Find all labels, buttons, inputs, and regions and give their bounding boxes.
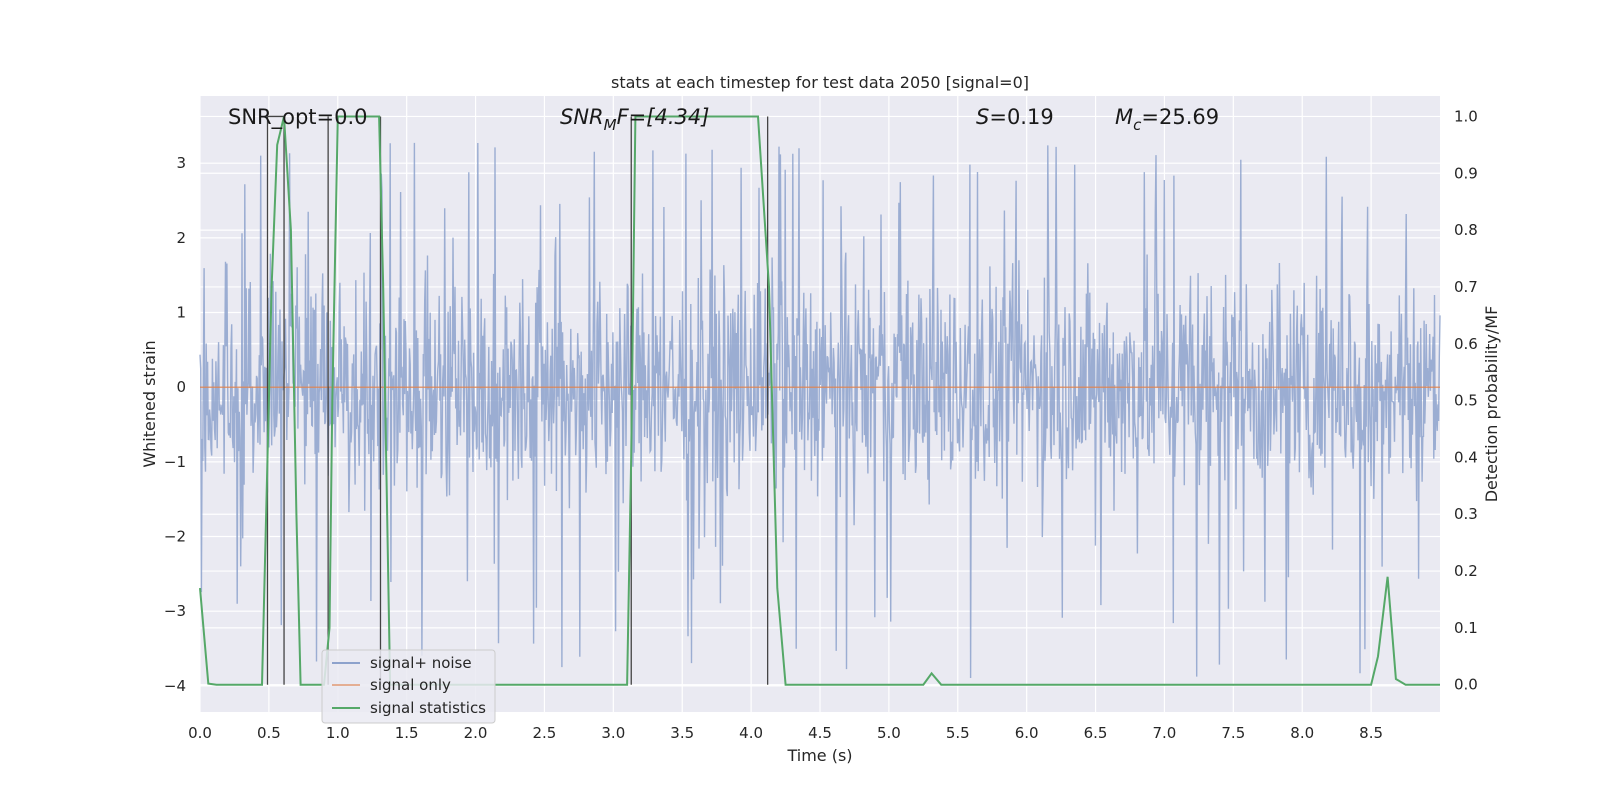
y-right-tick-label: 0.8 (1454, 221, 1478, 239)
legend-label-signal-only: signal only (370, 676, 451, 694)
x-tick-label: 5.0 (877, 724, 901, 742)
tick-labels: 0.0 0.5 1.0 1.5 2.0 2.5 3.0 3.5 4.0 4.5 5.0 5.5 6.0 6… (164, 107, 1478, 742)
annotation-snr-mf: SNRMF=[4.34] (560, 105, 709, 134)
x-tick-label: 1.5 (395, 724, 419, 742)
snr-mf-symbol: SNR (560, 105, 604, 129)
y-axis-right-label: Detection probability/MF (1482, 306, 1501, 503)
y-left-tick-label: 3 (176, 154, 186, 172)
x-tick-label: 5.5 (946, 724, 970, 742)
y-axis-left-label: Whitened strain (140, 340, 159, 467)
y-right-tick-label: 0.7 (1454, 278, 1478, 296)
legend-box (321, 649, 496, 724)
legend: signal+ noise signal only signal statist… (321, 649, 496, 724)
x-tick-label: 7.5 (1221, 724, 1245, 742)
legend-label-signal-noise: signal+ noise (370, 654, 472, 672)
signal-noise-line (199, 142, 1441, 679)
x-tick-label: 0.0 (188, 724, 212, 742)
x-tick-label: 2.5 (533, 724, 557, 742)
x-tick-label: 8.5 (1359, 724, 1383, 742)
y-left-tick-label: −3 (164, 602, 186, 620)
mc-symbol: M (1115, 105, 1133, 129)
y-left-tick-label: −4 (164, 677, 186, 695)
y-left-tick-label: 0 (176, 378, 186, 396)
y-right-tick-label: 1.0 (1454, 107, 1478, 125)
x-tick-label: 3.5 (670, 724, 694, 742)
y-left-tick-label: 1 (176, 304, 186, 322)
signal-statistics-line (199, 115, 1440, 686)
s-value: =0.19 (989, 105, 1053, 129)
annotation-s: S=0.19 (976, 105, 1054, 129)
s-symbol: S (976, 105, 989, 129)
y-right-tick-label: 0.6 (1454, 335, 1478, 353)
y-right-tick-label: 0.2 (1454, 562, 1478, 580)
y-left-tick-label: 2 (176, 229, 186, 247)
y-right-tick-label: 0.5 (1454, 392, 1478, 410)
x-tick-label: 0.5 (257, 724, 281, 742)
chart-title: stats at each timestep for test data 205… (611, 73, 1029, 92)
y-left-tick-label: −1 (164, 453, 186, 471)
x-tick-label: 6.0 (1015, 724, 1039, 742)
snr-mf-value: F=[4.34] (617, 105, 710, 129)
legend-label-signal-statistics: signal statistics (370, 699, 486, 717)
x-tick-label: 6.5 (1084, 724, 1108, 742)
snr-mf-subscript: M (604, 116, 617, 134)
y-left-tick-label: −2 (164, 528, 186, 546)
x-tick-label: 4.5 (808, 724, 832, 742)
x-tick-label: 2.0 (464, 724, 488, 742)
x-tick-label: 3.0 (601, 724, 625, 742)
x-tick-label: 7.0 (1153, 724, 1177, 742)
mc-subscript: c (1133, 116, 1142, 134)
x-tick-label: 4.0 (739, 724, 763, 742)
y-right-tick-label: 0.3 (1454, 505, 1478, 523)
mc-value: =25.69 (1141, 105, 1219, 129)
annotation-mc: Mc=25.69 (1115, 105, 1219, 134)
signal-statistics-series (199, 115, 1440, 686)
grid (199, 96, 1440, 712)
x-tick-label: 8.0 (1290, 724, 1314, 742)
x-axis-label: Time (s) (786, 746, 852, 765)
signal-noise-series (199, 142, 1441, 679)
y-right-tick-label: 0.0 (1454, 676, 1478, 694)
y-right-tick-label: 0.1 (1454, 619, 1478, 637)
y-right-tick-label: 0.9 (1454, 164, 1478, 182)
y-right-tick-label: 0.4 (1454, 448, 1478, 466)
x-tick-label: 1.0 (326, 724, 350, 742)
annotation-snr-opt: SNR_opt=0.0 (228, 105, 368, 130)
